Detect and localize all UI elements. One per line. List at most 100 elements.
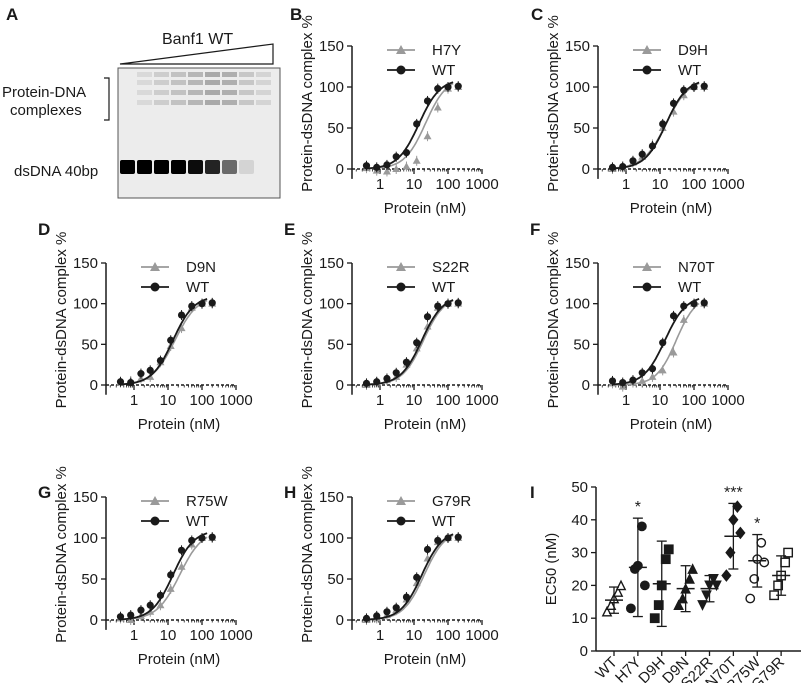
x-tick-label: 1 [130, 392, 138, 409]
x-tick-label: 1000 [465, 627, 498, 644]
y-tick-label: 50 [327, 336, 344, 353]
wt-data-point [680, 302, 688, 310]
wt-data-point [423, 97, 432, 105]
complex-band [239, 72, 254, 77]
mutant-data-point [423, 132, 432, 140]
panel-b: B 0 50 100 150 1 10 100 1000 Protein (nM) Protein… [290, 5, 499, 217]
x-tick-label: 10 [160, 627, 177, 644]
wt-data-point [608, 163, 617, 171]
complex-band [137, 80, 152, 85]
y-tick-label: 100 [73, 530, 98, 547]
wt-data-point [177, 546, 186, 554]
legend-label: H7Y [432, 42, 461, 59]
y-tick-label: 50 [571, 479, 588, 496]
ec50-point [756, 537, 767, 548]
complex-band [171, 72, 186, 77]
y-axis-label: Protein-dsDNA complex % [545, 15, 562, 192]
wt-data-point [434, 302, 442, 310]
x-tick-label: 1000 [465, 176, 498, 193]
legend-label: G79R [432, 493, 471, 510]
wt-data-point [680, 86, 688, 94]
wt-data-point [116, 613, 125, 621]
x-tick-label: 100 [681, 392, 706, 409]
complex-bands [137, 72, 271, 105]
complex-band [154, 72, 169, 77]
x-tick-label: 100 [189, 627, 214, 644]
wt-data-point [434, 85, 442, 93]
legend-label: D9N [186, 259, 216, 276]
panel-letter-h: H [284, 483, 296, 502]
ec50-point [639, 580, 650, 591]
wt-data-point [146, 366, 154, 374]
complex-band [137, 100, 152, 105]
mutant-fit-curve [612, 302, 700, 386]
wt-data-point [177, 311, 186, 319]
y-axis-label: Protein-dsDNA complex % [53, 466, 70, 643]
y-tick-label: 100 [565, 79, 590, 96]
y-tick-label: 0 [90, 377, 98, 394]
wt-data-point [659, 120, 667, 128]
wt-data-point [638, 150, 646, 158]
wt-data-point [127, 611, 135, 619]
x-tick-label: 10 [652, 392, 669, 409]
y-tick-label: 150 [73, 255, 98, 272]
y-axis-label: Protein-dsDNA complex % [299, 232, 316, 409]
ec50-point [687, 563, 698, 574]
wt-data-point [629, 157, 637, 165]
wt-data-point [434, 536, 442, 545]
wt-fit-curve [366, 299, 454, 386]
wt-data-point [137, 370, 145, 378]
complex-band [188, 90, 203, 95]
mutant-data-point [669, 348, 678, 356]
panel-e: E 0 50 100 150 1 10 100 1000 Protein (nM) Protein… [284, 220, 499, 433]
y-tick-label: 100 [565, 296, 590, 313]
y-tick-label: 50 [573, 120, 590, 137]
complex-band [137, 72, 152, 77]
complex-band [239, 90, 254, 95]
wt-data-point [608, 377, 617, 385]
legend-label: WT [678, 279, 701, 296]
legend-marker-mutant [642, 262, 652, 271]
complex-band [239, 80, 254, 85]
wt-data-point [454, 299, 462, 307]
x-tick-label: 1 [376, 627, 384, 644]
y-tick-label: 10 [571, 610, 588, 627]
y-tick-label: 100 [319, 79, 344, 96]
legend-marker-wt [150, 516, 160, 526]
wt-data-point [373, 612, 381, 620]
panel-a: A Banf1 WT Protein-DNA complexes dsDNA 4… [2, 5, 281, 199]
x-axis-label: Protein (nM) [384, 651, 467, 668]
wt-data-point [444, 534, 452, 542]
dsdna-band [120, 160, 135, 174]
panel-letter-d: D [38, 220, 50, 239]
wt-data-point [188, 302, 196, 310]
legend-marker-wt [396, 65, 406, 75]
y-axis-label: Protein-dsDNA complex % [53, 232, 70, 409]
wt-data-point [700, 82, 708, 90]
x-axis-label: Protein (nM) [630, 200, 713, 217]
y-tick-label: 150 [319, 255, 344, 272]
dsdna-band [188, 160, 203, 174]
mutant-fit-curve [366, 299, 454, 386]
legend-marker-wt [642, 65, 652, 75]
ec50-point [615, 579, 627, 591]
x-tick-label: 100 [435, 627, 460, 644]
wt-data-point [690, 83, 698, 91]
wt-data-point [669, 312, 678, 320]
panel-d: D 0 50 100 150 1 10 100 1000 Protein (nM) Protein… [38, 220, 253, 433]
wt-data-point [156, 357, 165, 365]
complex-band [222, 100, 237, 105]
ec50-point [684, 573, 695, 584]
wt-data-point [116, 378, 125, 386]
legend-label: R75W [186, 493, 229, 510]
ec50-point [759, 557, 770, 568]
dsdna-band [137, 160, 152, 174]
wt-data-point [392, 369, 400, 377]
ec50-point [732, 500, 743, 513]
complex-band [222, 72, 237, 77]
ec50-point [612, 586, 624, 597]
dsdna-bands [120, 160, 254, 174]
x-axis-label: Protein (nM) [384, 416, 467, 433]
legend-label: WT [186, 513, 209, 530]
